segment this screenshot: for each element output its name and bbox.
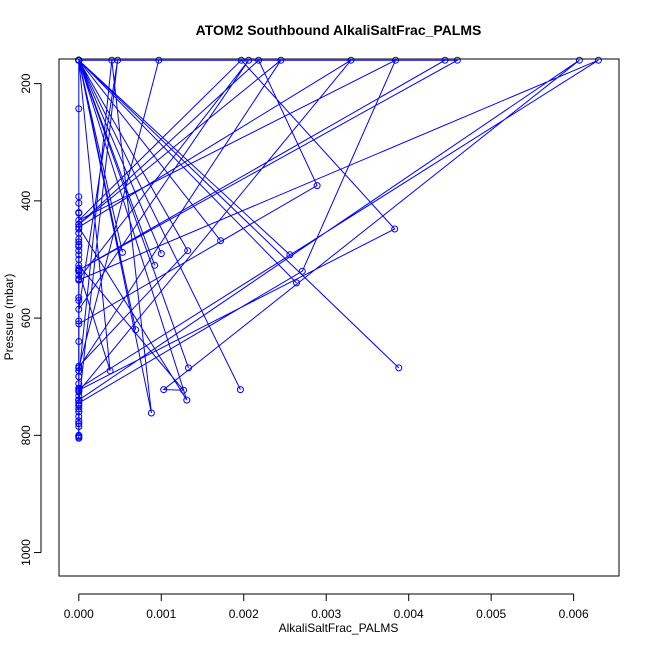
data-point bbox=[298, 267, 306, 275]
y-tick-label: 400 bbox=[19, 191, 33, 211]
data-point bbox=[75, 364, 83, 372]
data-point bbox=[75, 267, 83, 275]
data-point bbox=[75, 225, 83, 233]
x-tick-label: 0.003 bbox=[311, 607, 341, 621]
data-point bbox=[453, 56, 461, 64]
chart-title: ATOM2 Southbound AlkaliSaltFrac_PALMS bbox=[196, 22, 482, 38]
data-point bbox=[75, 401, 83, 409]
y-tick-label: 800 bbox=[19, 425, 33, 445]
data-point bbox=[155, 56, 163, 64]
data-point bbox=[391, 225, 399, 233]
data-point bbox=[180, 386, 187, 394]
data-point bbox=[75, 251, 83, 259]
data-point bbox=[245, 56, 253, 64]
data-point bbox=[277, 56, 285, 64]
data-layer bbox=[75, 56, 602, 442]
data-point bbox=[184, 247, 192, 255]
data-point bbox=[594, 56, 602, 64]
data-point bbox=[75, 199, 83, 207]
x-tick-label: 0.000 bbox=[64, 607, 94, 621]
data-point bbox=[75, 405, 83, 413]
data-point bbox=[75, 271, 83, 279]
data-point bbox=[132, 326, 140, 334]
y-tick-label: 200 bbox=[19, 73, 33, 93]
data-point bbox=[75, 392, 83, 400]
data-point bbox=[119, 248, 126, 256]
data-point bbox=[75, 420, 83, 428]
series-1 bbox=[75, 193, 83, 442]
data-point bbox=[286, 251, 294, 259]
data-point bbox=[75, 388, 83, 396]
data-point bbox=[75, 338, 83, 345]
data-point bbox=[75, 384, 83, 392]
data-point bbox=[75, 423, 83, 430]
x-tick-label: 0.006 bbox=[559, 607, 589, 621]
data-point bbox=[75, 396, 83, 404]
data-point bbox=[147, 409, 155, 417]
data-point bbox=[157, 250, 165, 258]
data-point bbox=[75, 317, 83, 325]
data-point bbox=[217, 237, 225, 245]
data-point bbox=[75, 276, 83, 284]
data-point bbox=[75, 256, 83, 263]
data-point bbox=[75, 220, 83, 228]
y-tick-label: 1000 bbox=[19, 539, 33, 566]
data-point bbox=[185, 364, 192, 372]
data-point bbox=[75, 247, 83, 255]
x-tick-label: 0.004 bbox=[394, 607, 424, 621]
data-point bbox=[75, 408, 83, 416]
y-axis: 200 400 600 800 1000 bbox=[19, 73, 42, 566]
data-point bbox=[237, 56, 245, 64]
data-point bbox=[255, 56, 263, 64]
data-point bbox=[75, 297, 83, 304]
data-point bbox=[75, 264, 83, 272]
x-axis-label: AlkaliSaltFrac_PALMS bbox=[279, 621, 399, 635]
data-point bbox=[395, 364, 403, 372]
y-tick-label: 600 bbox=[19, 308, 33, 328]
data-point bbox=[75, 238, 83, 246]
data-point bbox=[75, 380, 83, 388]
data-point bbox=[75, 209, 83, 217]
data-point bbox=[75, 294, 83, 302]
data-point bbox=[75, 413, 83, 421]
data-point bbox=[75, 56, 83, 64]
data-point bbox=[441, 56, 449, 64]
data-point bbox=[575, 56, 583, 64]
data-point bbox=[293, 279, 300, 287]
x-axis: 0.000 0.001 0.002 0.003 0.004 0.005 0.006 bbox=[64, 593, 589, 621]
data-point bbox=[75, 243, 83, 251]
x-tick-label: 0.002 bbox=[229, 607, 259, 621]
data-point bbox=[236, 386, 244, 394]
y-axis-label: Pressure (mbar) bbox=[2, 274, 16, 361]
data-point bbox=[151, 261, 159, 269]
data-point bbox=[392, 56, 399, 64]
data-point bbox=[75, 105, 83, 113]
data-point bbox=[347, 56, 355, 64]
x-tick-label: 0.001 bbox=[146, 607, 176, 621]
data-point bbox=[75, 434, 83, 442]
data-point bbox=[114, 56, 122, 64]
data-point bbox=[313, 182, 321, 190]
x-tick-label: 0.005 bbox=[476, 607, 506, 621]
data-point bbox=[75, 367, 83, 375]
data-point bbox=[183, 396, 191, 404]
data-point bbox=[106, 367, 114, 375]
plot-frame bbox=[58, 58, 620, 577]
data-point bbox=[160, 386, 168, 394]
